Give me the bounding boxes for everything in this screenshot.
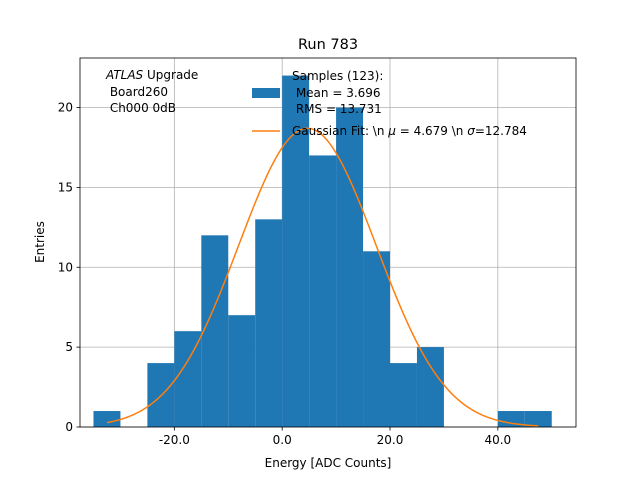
histogram-bar <box>390 363 417 427</box>
histogram-bar <box>497 411 525 427</box>
annotation-channel: Ch000 0dB <box>106 101 176 115</box>
x-tick-label: 0.0 <box>273 433 292 447</box>
atlas-annotation: ATLAS Upgrade Board260 Ch000 0dB <box>105 68 198 115</box>
histogram-bar <box>201 235 229 427</box>
x-tick-label: 20.0 <box>377 433 404 447</box>
y-axis-ticks: 0 5 10 15 20 <box>58 101 80 434</box>
x-axis-ticks: -20.0 0.0 20.0 40.0 <box>159 427 511 447</box>
x-tick-label: 40.0 <box>484 433 511 447</box>
plot-frame <box>79 57 577 428</box>
legend-hist-rms: RMS = 13.731 <box>292 102 382 116</box>
legend-fit-label: Gaussian Fit: \n μ = 4.679 \n σ=12.784 <box>292 124 527 138</box>
annotation-line-1: ATLAS Upgrade <box>105 68 198 82</box>
histogram-bar <box>336 107 364 428</box>
fit-label-pre: Gaussian Fit: \n <box>292 124 388 138</box>
histogram-bars <box>93 75 552 428</box>
fit-label-mid: = 4.679 \n <box>396 124 467 138</box>
fit-label-mu: μ <box>387 124 396 138</box>
annotation-atlas: ATLAS <box>105 68 144 82</box>
histogram-bar <box>228 315 256 427</box>
annotation-board: Board260 <box>106 85 168 99</box>
gaussian-fit-layer <box>106 127 539 427</box>
chart-title: Run 783 <box>298 37 358 53</box>
x-axis-label: Energy [ADC Counts] <box>265 456 392 470</box>
legend: Samples (123): Mean = 3.696 RMS = 13.731… <box>252 69 527 138</box>
histogram-bar <box>309 155 337 427</box>
y-tick-label: 20 <box>58 101 73 115</box>
y-tick-label: 5 <box>65 340 73 354</box>
histogram-bar <box>174 331 202 427</box>
histogram-bar <box>93 411 121 427</box>
fit-label-sigma: σ <box>467 124 475 138</box>
legend-hist-swatch <box>252 88 280 98</box>
histogram-bar <box>524 411 552 427</box>
legend-hist-mean: Mean = 3.696 <box>292 86 381 100</box>
gaussian-fit-line <box>106 127 539 427</box>
histogram-bar <box>282 75 310 428</box>
fit-label-post: =12.784 <box>475 124 527 138</box>
histogram-bar <box>416 347 444 427</box>
histogram-bar <box>363 251 390 427</box>
y-tick-label: 15 <box>58 180 73 194</box>
x-tick-label: -20.0 <box>159 433 190 447</box>
y-tick-label: 0 <box>65 420 73 434</box>
histogram-bar <box>255 219 283 427</box>
annotation-upgrade: Upgrade <box>143 68 198 82</box>
legend-hist-title: Samples (123): <box>292 69 383 83</box>
y-axis-label: Entries <box>33 221 47 263</box>
y-tick-label: 10 <box>58 260 73 274</box>
